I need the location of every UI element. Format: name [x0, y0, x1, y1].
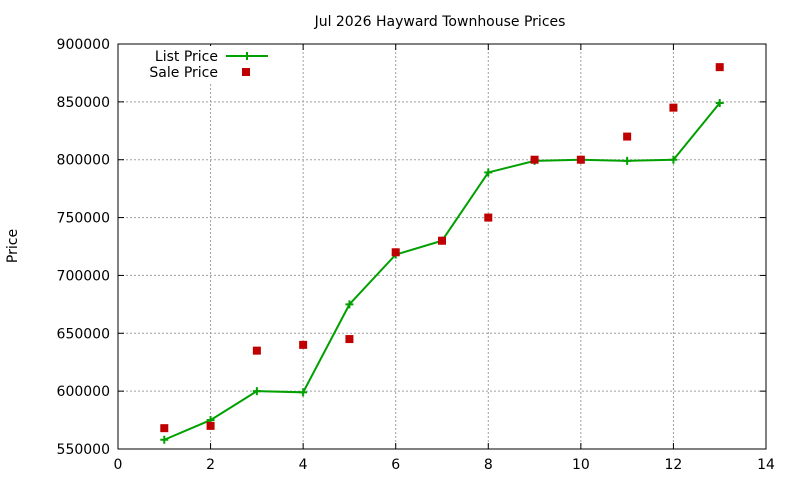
data-point-square [530, 155, 539, 164]
legend-plus-marker [243, 52, 251, 60]
axis-ticks: 0 2 4 6 8 10 12 14 550000 600000 650000 700000 75000… [57, 37, 775, 473]
y-tick-label: 550000 [57, 442, 110, 458]
y-tick-label: 850000 [57, 95, 110, 111]
chart-title: Jul 2026 Hayward Townhouse Prices [314, 14, 566, 30]
y-tick-label: 800000 [57, 153, 110, 169]
data-point-square [715, 63, 724, 72]
data-point-plus [623, 156, 632, 165]
grid-lines [118, 44, 766, 449]
data-point-square [576, 155, 585, 164]
plot-area-frame [117, 43, 767, 450]
y-tick-label: 600000 [57, 384, 110, 400]
y-tick-label: 750000 [57, 211, 110, 227]
data-point-plus [669, 155, 678, 164]
y-tick-label: 700000 [57, 268, 110, 284]
x-tick-label: 4 [299, 457, 308, 473]
data-point-plus [715, 99, 724, 108]
y-axis-label: Price [5, 229, 21, 263]
x-tick-label: 10 [572, 457, 590, 473]
data-point-square [669, 103, 678, 112]
legend-square-marker [242, 68, 250, 76]
data-point-square [623, 132, 632, 141]
x-tick-label: 6 [391, 457, 400, 473]
x-tick-label: 2 [206, 457, 215, 473]
data-point-square [484, 213, 493, 222]
data-point-plus [484, 168, 493, 177]
x-tick-label: 14 [757, 457, 775, 473]
data-point-plus [345, 300, 354, 309]
series-layer [160, 63, 724, 444]
legend-label: List Price [155, 49, 218, 65]
data-point-square [391, 248, 400, 257]
data-point-plus [252, 387, 261, 396]
data-point-square [252, 346, 261, 355]
series-line [163, 102, 721, 441]
y-tick-label: 900000 [57, 37, 110, 53]
y-tick-label: 650000 [57, 326, 110, 342]
legend-background [140, 46, 275, 82]
x-tick-label: 0 [114, 457, 123, 473]
data-point-square [206, 421, 215, 430]
legend-label: Sale Price [149, 65, 218, 81]
data-point-plus [160, 435, 169, 444]
data-point-square [160, 424, 169, 433]
x-tick-label: 8 [484, 457, 493, 473]
x-tick-label: 12 [665, 457, 683, 473]
series-0 [160, 99, 724, 444]
data-point-square [299, 340, 308, 349]
data-point-square [438, 236, 446, 245]
data-point-square [345, 335, 354, 344]
data-point-plus [299, 388, 308, 397]
series-1 [160, 63, 724, 433]
